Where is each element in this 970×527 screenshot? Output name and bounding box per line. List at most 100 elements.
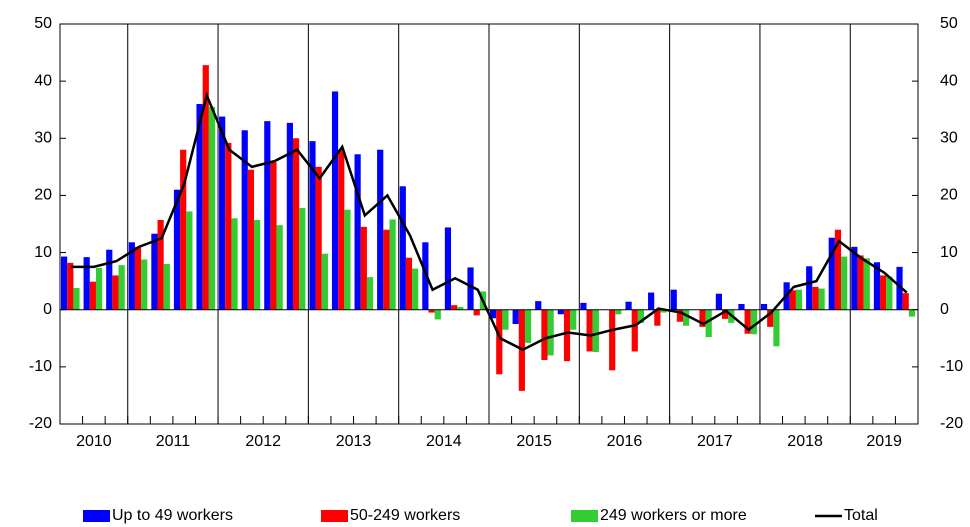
bar <box>828 237 835 310</box>
bar <box>806 266 813 310</box>
y2-tick-label: -20 <box>940 415 963 432</box>
y-tick-label: 50 <box>34 15 52 32</box>
x-tick-label: 2017 <box>697 433 733 450</box>
bar <box>863 258 870 310</box>
x-tick-label: 2019 <box>866 433 902 450</box>
bar <box>134 246 142 310</box>
bar <box>654 309 661 326</box>
bar <box>490 309 497 319</box>
total-line <box>71 91 908 352</box>
bar <box>857 255 864 310</box>
x-tick-label: 2018 <box>787 433 823 450</box>
bar <box>744 309 751 334</box>
bar <box>399 186 406 310</box>
bar <box>151 233 158 310</box>
bar <box>547 309 554 356</box>
bar <box>247 169 255 310</box>
bar <box>467 267 474 310</box>
bar <box>389 219 396 310</box>
bar <box>670 289 677 310</box>
y2-tick-label: 20 <box>940 187 958 204</box>
bar <box>383 229 390 310</box>
plot-frame <box>59 23 919 425</box>
bar <box>851 246 858 310</box>
bar <box>615 309 622 315</box>
bar <box>818 288 825 310</box>
bar <box>366 277 374 310</box>
bar <box>73 288 80 310</box>
bar <box>422 242 429 310</box>
x-tick-label: 2013 <box>336 433 372 450</box>
bar <box>377 149 384 310</box>
bar <box>360 226 367 310</box>
bar <box>331 91 339 310</box>
bar <box>444 227 452 310</box>
y2-tick-label: -10 <box>940 358 963 375</box>
bar <box>750 309 757 335</box>
y-tick-label: 30 <box>34 130 52 147</box>
bar <box>557 309 564 315</box>
bar <box>95 268 103 310</box>
y2-tick-label: 30 <box>940 130 958 147</box>
bar <box>705 309 712 338</box>
bar <box>721 309 729 319</box>
bar <box>89 281 96 310</box>
bar <box>299 208 306 310</box>
bar <box>315 166 322 310</box>
legend-label: 50-249 workers <box>350 507 460 524</box>
bar <box>451 305 458 310</box>
x-tick-label: 2012 <box>245 433 281 450</box>
bar <box>841 256 848 310</box>
legend-swatch <box>571 510 598 522</box>
bar <box>580 302 587 310</box>
bar <box>405 257 413 310</box>
bar <box>592 309 599 352</box>
bar <box>767 309 774 327</box>
bar <box>225 142 232 310</box>
bar <box>789 290 796 310</box>
bar <box>61 256 68 310</box>
bar <box>83 257 90 310</box>
bar <box>873 262 881 310</box>
bar <box>254 220 261 310</box>
legend-label: Up to 49 workers <box>112 507 233 524</box>
bar <box>902 293 909 310</box>
y-tick-label: -10 <box>29 358 52 375</box>
bar <box>180 149 187 310</box>
bar <box>292 138 300 310</box>
bar <box>202 65 209 310</box>
bar <box>412 268 419 310</box>
bar <box>625 301 632 310</box>
y-tick-label: 20 <box>34 187 52 204</box>
bar <box>241 130 248 310</box>
bar <box>434 309 441 320</box>
bar <box>715 293 722 310</box>
bar <box>631 309 638 352</box>
x-tick-label: 2010 <box>76 433 112 450</box>
bar <box>196 104 203 310</box>
y2-tick-label: 0 <box>940 301 949 318</box>
bar <box>231 218 238 310</box>
bar <box>276 225 283 310</box>
bar <box>880 275 887 310</box>
bar <box>173 189 181 310</box>
y-tick-label: 10 <box>34 244 52 261</box>
bar <box>648 292 655 310</box>
legend-swatch <box>321 510 348 522</box>
bar <box>112 275 119 310</box>
bar <box>795 289 803 310</box>
bar <box>886 276 893 310</box>
bar <box>208 106 216 310</box>
bar <box>157 220 164 310</box>
bar <box>309 141 316 310</box>
bar <box>163 264 170 310</box>
x-tick-label: 2011 <box>156 433 191 450</box>
bar <box>270 162 277 310</box>
bar <box>286 122 293 310</box>
bar <box>773 309 780 347</box>
bar <box>609 309 616 371</box>
bar <box>457 306 464 310</box>
bar <box>264 121 271 310</box>
legend-swatch <box>83 510 110 522</box>
